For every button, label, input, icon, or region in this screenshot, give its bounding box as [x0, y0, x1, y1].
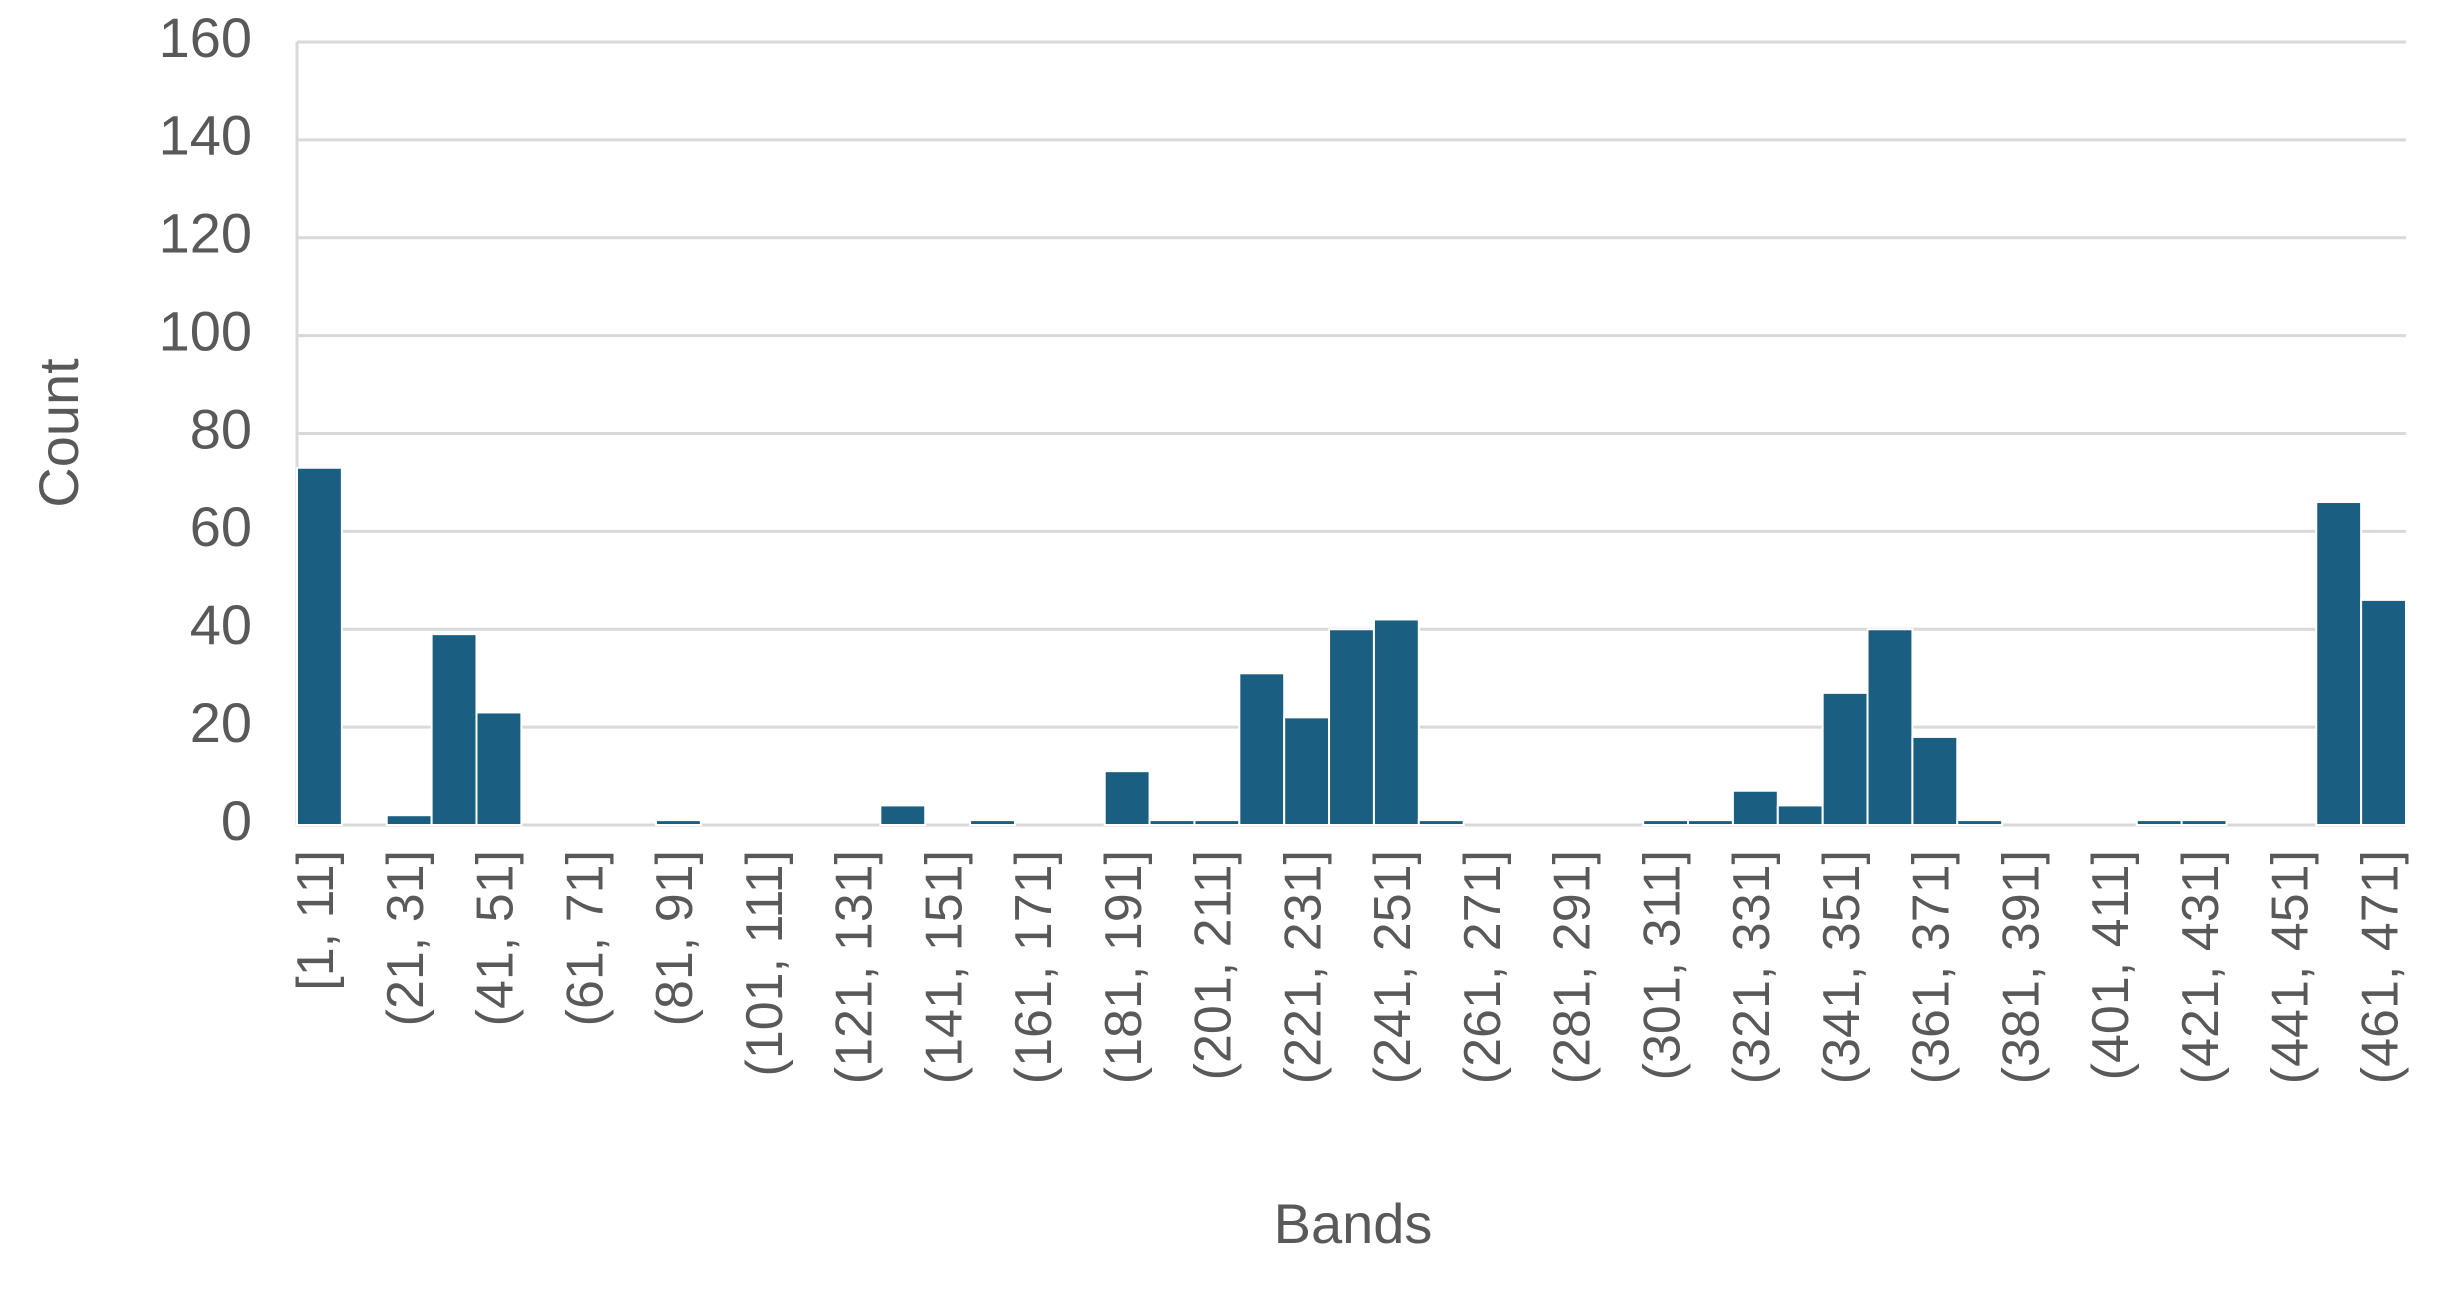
bar: [969, 819, 1016, 827]
bar: [1911, 735, 1959, 826]
bar: [1687, 819, 1734, 827]
bar: [385, 814, 433, 827]
bar: [654, 819, 702, 827]
x-tick-label: (361, 371]: [1903, 850, 1961, 1084]
x-tick-label: (161, 171]: [1005, 850, 1063, 1084]
x-tick-label: (141, 151]: [915, 850, 973, 1084]
bar: [1193, 819, 1241, 827]
bar: [2315, 501, 2363, 826]
y-tick-label: 40: [190, 593, 252, 656]
x-tick-label: (61, 71]: [556, 850, 614, 1026]
y-tick-label: 0: [221, 789, 252, 852]
y-tick-label: 120: [159, 202, 252, 265]
y-tick-label: 80: [190, 397, 252, 460]
x-tick-label: (221, 231]: [1274, 850, 1332, 1084]
bar: [1731, 789, 1779, 827]
x-tick-label: (181, 191]: [1095, 850, 1153, 1084]
x-tick-label: (121, 131]: [826, 850, 884, 1084]
bar: [1238, 672, 1286, 827]
x-tick-label: (261, 271]: [1454, 850, 1512, 1084]
x-tick-label: (381, 391]: [1992, 850, 2050, 1084]
bar: [1821, 691, 1869, 827]
x-tick-label: [1, 11]: [287, 850, 345, 991]
bar: [2180, 819, 2228, 827]
y-tick-label: 140: [159, 104, 252, 167]
y-axis-title: Count: [27, 358, 90, 508]
bar: [296, 466, 343, 826]
bar: [1642, 819, 1690, 827]
x-tick-label: (241, 251]: [1364, 850, 1422, 1084]
bar: [1956, 819, 2004, 827]
y-tick-label: 160: [159, 6, 252, 69]
x-tick-label: (101, 111]: [736, 850, 794, 1076]
x-tick-label: (201, 211]: [1185, 850, 1243, 1080]
x-tick-label: (461, 471]: [2351, 850, 2409, 1084]
bar: [1372, 618, 1420, 827]
x-tick-label: (441, 451]: [2262, 850, 2320, 1084]
x-tick-label: (341, 351]: [1813, 850, 1871, 1084]
bar: [2135, 819, 2183, 827]
bar: [1103, 770, 1151, 827]
x-axis-title: Bands: [1274, 1192, 1433, 1255]
y-tick-label: 20: [190, 691, 252, 754]
x-tick-label: (41, 51]: [467, 850, 525, 1026]
x-tick-label: (401, 411]: [2082, 850, 2140, 1080]
bar: [1148, 819, 1196, 827]
bar: [430, 633, 478, 826]
bar: [475, 711, 523, 826]
x-tick-label: (321, 331]: [1723, 850, 1781, 1084]
y-tick-label: 60: [190, 495, 252, 558]
bar: [1328, 628, 1375, 826]
bar: [1283, 716, 1331, 827]
x-tick-label: (21, 31]: [377, 850, 435, 1026]
x-tick-label: (301, 311]: [1633, 850, 1691, 1080]
bar: [1776, 804, 1824, 826]
x-tick-label: (281, 291]: [1544, 850, 1602, 1084]
x-tick-label: (81, 91]: [646, 850, 704, 1026]
bar: [1866, 628, 1914, 826]
bar: [2360, 598, 2408, 827]
bar: [879, 804, 927, 826]
bar: [1417, 819, 1465, 827]
y-tick-label: 100: [159, 299, 252, 362]
x-tick-label: (421, 431]: [2172, 850, 2230, 1084]
